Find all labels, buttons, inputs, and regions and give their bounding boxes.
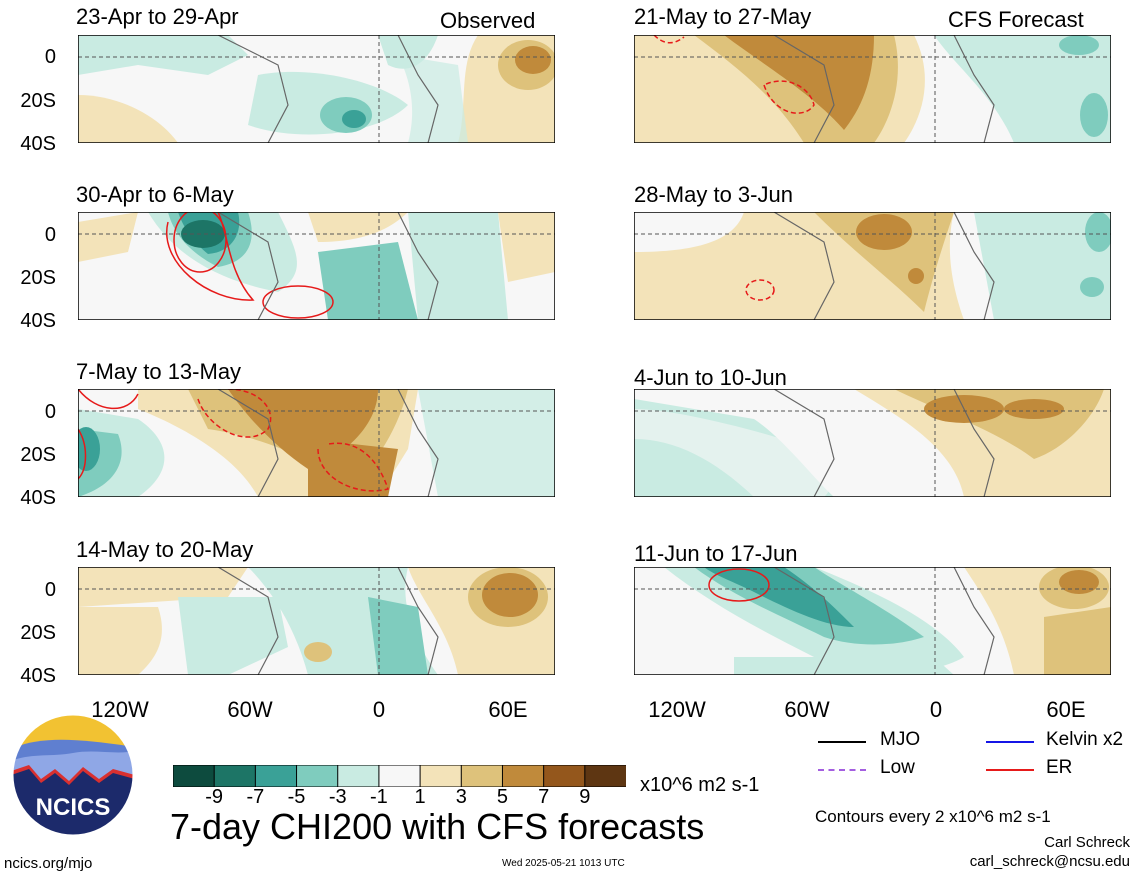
lat-label-40s-p1: 40S: [20, 133, 56, 155]
lon-label-0-left: 0: [372, 697, 386, 722]
credit-author: Carl Schreck: [1044, 834, 1130, 851]
colorbar-swatch: [419, 765, 463, 787]
map-panel-fc-4: [634, 567, 1111, 675]
colorbar-swatch: [213, 765, 257, 787]
lon-label-60w-left: 60W: [227, 697, 273, 722]
lon-label-60w-right: 60W: [784, 697, 830, 722]
lat-label-20s-p2: 20S: [20, 267, 56, 289]
panel-title-obs-1: 23-Apr to 29-Apr: [76, 4, 239, 29]
map-panel-obs-1: [78, 35, 555, 143]
ncics-logo: NCICS: [12, 714, 134, 836]
panel-title-obs-2: 30-Apr to 6-May: [76, 182, 234, 207]
colorbar-swatch: [501, 765, 545, 787]
colorbar-swatch: [543, 765, 586, 787]
map-panel-obs-2: [78, 212, 555, 320]
colorbar-swatch: [254, 765, 298, 787]
panel-title-fc-4: 11-Jun to 17-Jun: [634, 541, 798, 566]
panel-title-fc-2: 28-May to 3-Jun: [634, 182, 793, 207]
legend-label-kelvin: Kelvin x2: [1046, 729, 1124, 750]
colorbar-tick-label: 7: [538, 786, 550, 808]
colorbar-tick-label: -3: [328, 786, 347, 808]
panel-title-obs-3: 7-May to 13-May: [76, 359, 242, 384]
lat-label-40s-p3: 40S: [20, 487, 56, 509]
colorbar: [173, 765, 626, 787]
colorbar-tick-label: -1: [370, 786, 388, 808]
legend-line-low: [818, 769, 866, 771]
lat-label-40s-p4: 40S: [20, 665, 56, 687]
panel-title-fc-3: 4-Jun to 10-Jun: [634, 365, 787, 390]
lon-label-60e-right: 60E: [1046, 697, 1086, 722]
timestamp: Wed 2025-05-21 1013 UTC: [502, 858, 625, 869]
lon-label-120w-left: 120W: [91, 697, 149, 722]
credit-site-link[interactable]: ncics.org/mjo: [4, 855, 93, 872]
colorbar-swatch: [337, 765, 380, 787]
map-panel-fc-1: [634, 35, 1111, 143]
map-panel-obs-4: [78, 567, 555, 675]
legend-line-mjo: [818, 741, 866, 743]
colorbar-tick-label: -7: [246, 786, 265, 808]
colorbar-tick-label: -5: [287, 786, 306, 808]
map-panel-obs-3: [78, 389, 555, 497]
lon-label-60e-left: 60E: [488, 697, 528, 722]
lon-label-120w-right: 120W: [648, 697, 706, 722]
credit-email[interactable]: carl_schreck@ncsu.edu: [969, 853, 1130, 870]
lat-label-40s-p2: 40S: [20, 310, 56, 332]
lat-label-20s-p4: 20S: [20, 622, 56, 644]
colorbar-tick-label: 9: [579, 786, 591, 808]
legend-line-kelvin: [986, 741, 1034, 743]
colorbar-swatch: [296, 765, 339, 787]
colorbar-swatch: [173, 765, 216, 787]
map-panel-fc-2: [634, 212, 1111, 320]
legend-line-er: [986, 769, 1034, 771]
panel-title-fc-1: 21-May to 27-May: [634, 4, 812, 29]
legend-label-low: Low: [880, 757, 915, 778]
colorbar-tick-label: 5: [496, 786, 509, 808]
colorbar-swatch: [460, 765, 504, 787]
colorbar-units: x10^6 m2 s-1: [640, 774, 760, 796]
lat-label-0-p4: 0: [44, 579, 56, 601]
lat-label-20s-p3: 20S: [20, 444, 56, 466]
colorbar-swatch: [378, 765, 422, 787]
lon-label-0-right: 0: [929, 697, 943, 722]
logo-text: NCICS: [36, 794, 111, 821]
lat-label-0-p2: 0: [44, 224, 56, 246]
colorbar-swatch: [584, 765, 626, 787]
legend-label-er: ER: [1046, 757, 1073, 778]
observed-column-label: Observed: [440, 8, 536, 33]
contour-note: Contours every 2 x10^6 m2 s-1: [815, 807, 1051, 826]
lat-label-0-p3: 0: [44, 401, 56, 423]
colorbar-tick-label: 1: [414, 786, 426, 808]
colorbar-tick-label: 3: [455, 786, 467, 808]
colorbar-ticks: -9 -7 -5 -3 -1 1 3 5 7 9: [173, 786, 626, 810]
colorbar-tick-label: -9: [205, 786, 224, 808]
forecast-column-label: CFS Forecast: [948, 7, 1084, 32]
lat-label-0-p1: 0: [44, 46, 56, 68]
map-panel-fc-3: [634, 389, 1111, 497]
panel-title-obs-4: 14-May to 20-May: [76, 537, 254, 562]
legend-label-mjo: MJO: [880, 729, 921, 750]
main-title: 7-day CHI200 with CFS forecasts: [170, 806, 705, 847]
lat-label-20s-p1: 20S: [20, 90, 56, 112]
